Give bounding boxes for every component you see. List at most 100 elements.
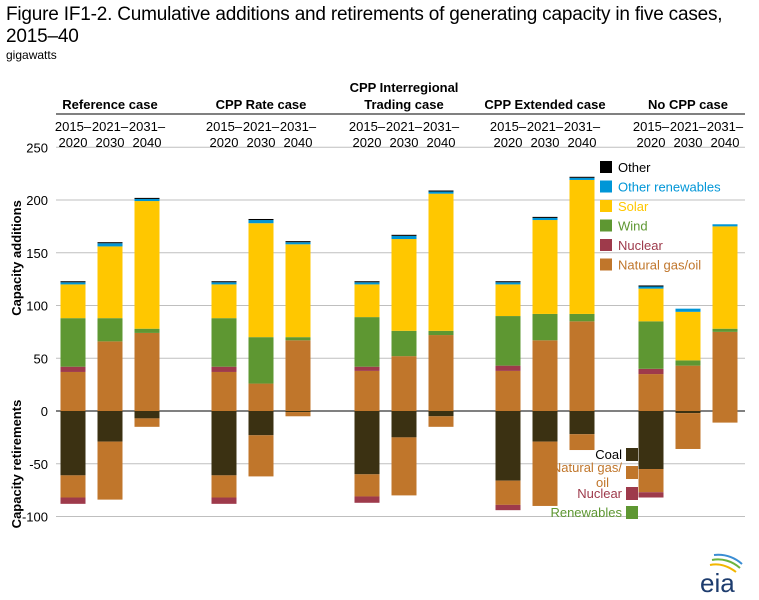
bar-segment-addition-oren — [211, 282, 237, 285]
bar-segment-addition-solar — [428, 193, 454, 331]
legend-label-solar: Solar — [618, 199, 649, 214]
bar-segment-retirement-ng — [97, 441, 123, 500]
bar-segment-addition-wind — [211, 318, 237, 367]
bar-segment-addition-nuc — [638, 368, 664, 375]
legend-label-oren: Other renewables — [618, 180, 721, 195]
period-label-bottom: 2040 — [133, 135, 162, 150]
bar-segment-addition-oren — [97, 243, 123, 247]
y-tick-label: -100 — [22, 510, 48, 525]
bar-segment-addition-solar — [285, 244, 311, 338]
legend-label-retirement-coal: Coal — [595, 447, 622, 462]
bar-segment-addition-oren — [285, 242, 311, 245]
bar-segment-addition-wind — [532, 313, 558, 341]
bar-segment-addition-ng — [248, 383, 274, 411]
bar-segment-addition-wind — [60, 318, 86, 367]
bar-segment-retirement-nuc — [354, 496, 380, 503]
bar-segment-retirement-coal — [354, 411, 380, 475]
bar-segment-addition-ng — [391, 356, 417, 411]
bar-segment-addition-ng — [532, 340, 558, 411]
bar-segment-retirement-nuc — [60, 497, 86, 504]
period-label-top: 2021– — [670, 119, 707, 134]
bar-segment-addition-solar — [712, 226, 738, 329]
period-label-top: 2015– — [55, 119, 92, 134]
bar-segment-addition-oren — [569, 177, 595, 180]
y-tick-label: -50 — [29, 457, 48, 472]
bar-segment-addition-ng — [569, 321, 595, 411]
bar-segment-addition-ng — [211, 371, 237, 411]
bar-segment-addition-solar — [638, 288, 664, 322]
bar-segment-addition-wind — [97, 318, 123, 342]
legend-label-other: Other — [618, 160, 651, 175]
legend-swatch-solar — [600, 200, 612, 212]
period-label-bottom: 2030 — [531, 135, 560, 150]
bar-segment-retirement-coal — [248, 411, 274, 436]
legend-swatch-retirement-coal — [626, 448, 638, 461]
bar-segment-retirement-ng — [569, 434, 595, 451]
y-tick-label: 200 — [26, 193, 48, 208]
legend-label-retirement-nuc: Nuclear — [577, 486, 622, 501]
bar-segment-retirement-coal — [391, 411, 417, 438]
bar-segment-addition-oren — [391, 235, 417, 240]
bar-segment-retirement-coal — [285, 411, 311, 413]
svg-text:eia: eia — [700, 568, 735, 596]
period-label-top: 2031– — [564, 119, 601, 134]
bar-segment-addition-oren — [428, 191, 454, 194]
bar-segment-addition-other — [211, 281, 237, 283]
bar-segment-retirement-ng — [134, 418, 160, 427]
bar-segment-retirement-coal — [495, 411, 521, 481]
y-tick-label: 50 — [34, 351, 48, 366]
bar-segment-addition-other — [532, 216, 558, 218]
bar-segment-addition-oren — [354, 282, 380, 285]
bar-segment-addition-wind — [428, 330, 454, 336]
period-label-top: 2031– — [423, 119, 460, 134]
bar-segment-addition-other — [248, 218, 274, 221]
period-label-bottom: 2040 — [427, 135, 456, 150]
bar-segment-addition-other — [391, 234, 417, 236]
bar-segment-retirement-ng — [285, 412, 311, 417]
bar-segment-retirement-coal — [675, 411, 701, 414]
y-axis-label-retirements: Capacity retirements — [9, 400, 24, 529]
bar-segment-retirement-ng — [638, 469, 664, 493]
legend-swatch-other — [600, 161, 612, 173]
bar-segment-retirement-ng — [532, 441, 558, 506]
legend-label-ng: Natural gas/oil — [618, 258, 701, 273]
bar-segment-addition-solar — [97, 246, 123, 319]
bar-segment-retirement-coal — [134, 411, 160, 419]
legend-swatch-retirement-ng — [626, 466, 638, 479]
bar-segment-retirement-ng — [428, 416, 454, 427]
y-tick-label: 150 — [26, 246, 48, 261]
bar-segment-addition-ng — [60, 371, 86, 411]
bar-segment-addition-solar — [60, 284, 86, 319]
bar-segment-addition-nuc — [60, 366, 86, 372]
bar-segment-addition-solar — [569, 179, 595, 314]
bar-segment-addition-wind — [134, 328, 160, 333]
bar-segment-addition-other — [134, 197, 160, 199]
bar-segment-addition-other — [569, 176, 595, 178]
bar-segment-addition-solar — [354, 284, 380, 318]
bar-segment-retirement-nuc — [495, 504, 521, 511]
legend-swatch-retirement-nuc — [626, 487, 638, 500]
period-label-bottom: 2020 — [637, 135, 666, 150]
bar-segment-retirement-coal — [60, 411, 86, 476]
bar-segment-addition-nuc — [354, 366, 380, 371]
legend-label-nuc: Nuclear — [618, 238, 663, 253]
bar-segment-addition-solar — [248, 223, 274, 338]
legend-swatch-oren — [600, 180, 612, 193]
case-label: CPP Rate case — [216, 97, 307, 112]
case-label: Reference case — [62, 97, 157, 112]
period-label-top: 2021– — [92, 119, 129, 134]
legend-swatch-wind — [600, 219, 612, 232]
bar-segment-addition-wind — [354, 317, 380, 367]
bar-segment-addition-wind — [712, 328, 738, 332]
bar-segment-addition-oren — [712, 224, 738, 227]
period-label-bottom: 2020 — [353, 135, 382, 150]
period-label-top: 2031– — [129, 119, 166, 134]
period-label-top: 2015– — [490, 119, 527, 134]
case-label: CPP Interregional — [350, 80, 459, 95]
bar-segment-retirement-nuc — [638, 492, 664, 498]
bar-segment-addition-other — [285, 241, 311, 243]
legend-label-retirement-ng: oil — [596, 475, 609, 490]
bar-segment-addition-wind — [391, 330, 417, 357]
period-label-bottom: 2030 — [390, 135, 419, 150]
